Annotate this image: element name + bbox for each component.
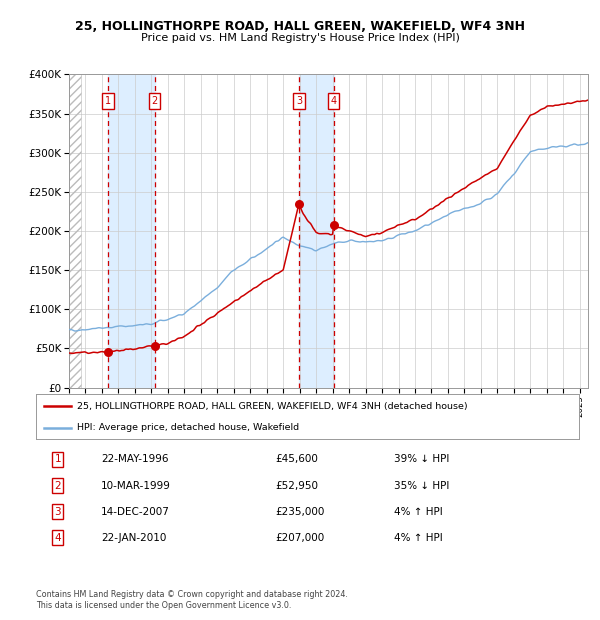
Text: £45,600: £45,600 <box>275 454 318 464</box>
Text: 25, HOLLINGTHORPE ROAD, HALL GREEN, WAKEFIELD, WF4 3NH (detached house): 25, HOLLINGTHORPE ROAD, HALL GREEN, WAKE… <box>77 402 467 411</box>
Text: 4: 4 <box>55 533 61 542</box>
Text: 2: 2 <box>151 96 158 106</box>
Text: Contains HM Land Registry data © Crown copyright and database right 2024.
This d: Contains HM Land Registry data © Crown c… <box>36 590 348 609</box>
Text: 3: 3 <box>296 96 302 106</box>
Bar <box>69 74 82 388</box>
Text: 25, HOLLINGTHORPE ROAD, HALL GREEN, WAKEFIELD, WF4 3NH: 25, HOLLINGTHORPE ROAD, HALL GREEN, WAKE… <box>75 20 525 32</box>
Text: £52,950: £52,950 <box>275 480 318 490</box>
Text: 1: 1 <box>55 454 61 464</box>
Text: 1: 1 <box>105 96 111 106</box>
Text: 35% ↓ HPI: 35% ↓ HPI <box>394 480 450 490</box>
Bar <box>299 74 334 388</box>
Text: 2: 2 <box>55 480 61 490</box>
Text: 39% ↓ HPI: 39% ↓ HPI <box>394 454 450 464</box>
Text: 4: 4 <box>331 96 337 106</box>
Text: £207,000: £207,000 <box>275 533 324 542</box>
Text: Price paid vs. HM Land Registry's House Price Index (HPI): Price paid vs. HM Land Registry's House … <box>140 33 460 43</box>
Text: HPI: Average price, detached house, Wakefield: HPI: Average price, detached house, Wake… <box>77 423 299 432</box>
Text: 4% ↑ HPI: 4% ↑ HPI <box>394 533 443 542</box>
Text: £235,000: £235,000 <box>275 507 324 516</box>
Text: 14-DEC-2007: 14-DEC-2007 <box>101 507 170 516</box>
Text: 10-MAR-1999: 10-MAR-1999 <box>101 480 171 490</box>
Text: 22-MAY-1996: 22-MAY-1996 <box>101 454 169 464</box>
Text: 4% ↑ HPI: 4% ↑ HPI <box>394 507 443 516</box>
Text: 22-JAN-2010: 22-JAN-2010 <box>101 533 167 542</box>
Bar <box>108 74 155 388</box>
Text: 3: 3 <box>55 507 61 516</box>
